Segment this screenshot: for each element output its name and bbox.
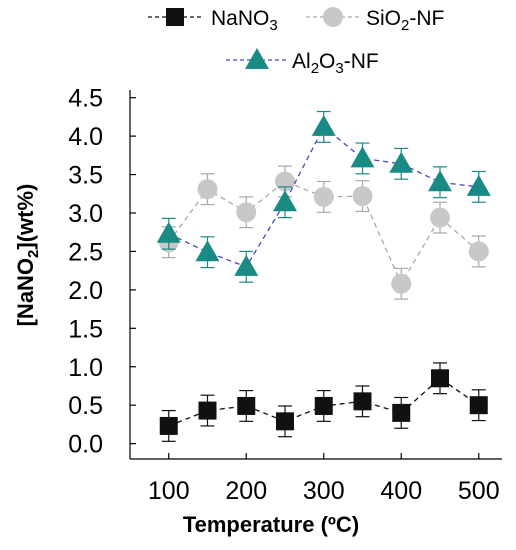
axes: 0.0 0.5 1.0 1.5 2.0 2.5 3.0 3.5 4.0 4.5 100 200 300… xyxy=(68,85,502,505)
data-point-sio2 xyxy=(468,241,489,262)
data-point-sio2 xyxy=(313,186,334,207)
data-point-nano3 xyxy=(431,369,449,388)
y-tick-label: 2.0 xyxy=(68,277,103,305)
x-tick-label: 300 xyxy=(303,477,345,505)
legend-marker-al2o3 xyxy=(245,48,269,69)
series-sio2 xyxy=(158,165,489,300)
data-point-sio2 xyxy=(430,207,450,228)
data-point-nano3 xyxy=(469,396,488,415)
y-tick-label: 0.5 xyxy=(68,392,103,420)
y-tick-label: 0.0 xyxy=(68,431,103,459)
x-tick-label: 500 xyxy=(458,477,500,505)
data-point-nano3 xyxy=(392,403,411,422)
x-tick-label: 100 xyxy=(148,477,190,505)
data-point-sio2 xyxy=(197,179,218,200)
x-ticks: 100 200 300 400 500 xyxy=(148,453,500,505)
y-tick-label: 1.0 xyxy=(68,354,103,382)
data-point-al2o3 xyxy=(350,146,375,168)
y-axis-label: [NaNO2](wt%) xyxy=(13,184,42,327)
y-tick-label: 2.5 xyxy=(68,238,103,266)
data-point-al2o3 xyxy=(466,174,491,196)
data-point-sio2 xyxy=(391,273,412,294)
x-tick-label: 400 xyxy=(380,477,422,505)
data-point-nano3 xyxy=(237,396,256,415)
data-point-al2o3 xyxy=(156,221,181,243)
y-tick-label: 4.5 xyxy=(68,85,103,113)
legend-label-al2o3: Al2O3-NF xyxy=(292,50,379,77)
legend-label-nano3: NaNO3 xyxy=(211,7,278,34)
data-point-nano3 xyxy=(314,396,333,415)
legend-marker-nano3 xyxy=(166,8,184,26)
legend-item-sio2: SiO2-NF xyxy=(306,7,444,34)
data-point-nano3 xyxy=(276,412,294,431)
legend: NaNO3 SiO2-NF Al2O3-NF xyxy=(148,7,444,77)
data-point-sio2 xyxy=(236,202,257,223)
data-point-nano3 xyxy=(198,401,217,420)
series-layer xyxy=(156,110,491,442)
x-axis-label: Temperature (ºC) xyxy=(183,512,359,537)
data-point-nano3 xyxy=(353,392,372,411)
data-point-al2o3 xyxy=(428,170,452,192)
series-nano3 xyxy=(159,362,488,442)
data-point-al2o3 xyxy=(389,151,414,173)
y-tick-label: 3.0 xyxy=(68,200,103,228)
y-tick-label: 4.0 xyxy=(68,123,103,151)
data-point-nano3 xyxy=(159,416,178,435)
y-tick-label: 3.5 xyxy=(68,162,103,190)
data-point-al2o3 xyxy=(234,254,259,276)
legend-item-nano3: NaNO3 xyxy=(148,7,278,34)
legend-label-sio2: SiO2-NF xyxy=(366,7,444,34)
legend-marker-sio2 xyxy=(323,7,343,27)
data-point-al2o3 xyxy=(311,114,336,136)
series-al2o3 xyxy=(156,110,491,283)
data-point-al2o3 xyxy=(273,190,297,212)
x-tick-label: 200 xyxy=(225,477,267,505)
data-point-al2o3 xyxy=(195,240,220,262)
data-point-sio2 xyxy=(352,186,373,207)
y-ticks: 0.0 0.5 1.0 1.5 2.0 2.5 3.0 3.5 4.0 4.5 xyxy=(68,85,136,459)
legend-item-al2o3: Al2O3-NF xyxy=(226,48,379,77)
y-tick-label: 1.5 xyxy=(68,315,103,343)
